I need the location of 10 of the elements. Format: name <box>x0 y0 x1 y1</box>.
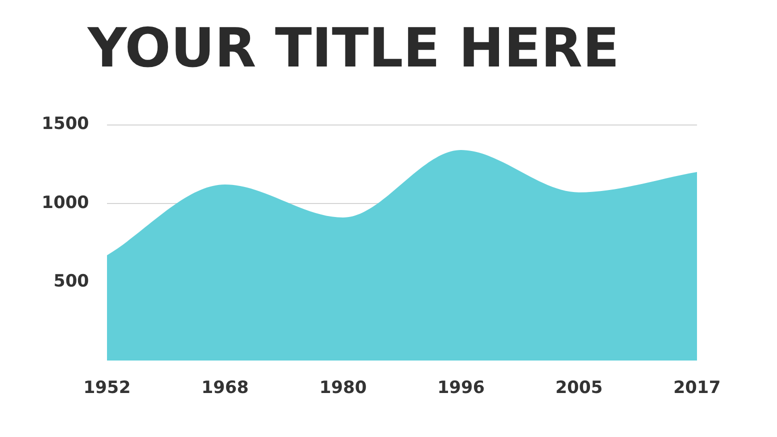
x-tick-label: 1952 <box>83 378 131 398</box>
chart-title: YOUR TITLE HERE <box>86 16 620 80</box>
x-tick-label: 2017 <box>673 378 721 398</box>
x-tick-label: 1968 <box>201 378 249 398</box>
y-tick-label: 500 <box>54 271 90 292</box>
y-tick-label: 1000 <box>42 192 90 213</box>
x-tick-label: 1980 <box>319 378 367 398</box>
x-tick-label: 1996 <box>437 378 485 398</box>
x-tick-label: 2005 <box>555 378 603 398</box>
y-tick-label: 1500 <box>42 114 90 134</box>
